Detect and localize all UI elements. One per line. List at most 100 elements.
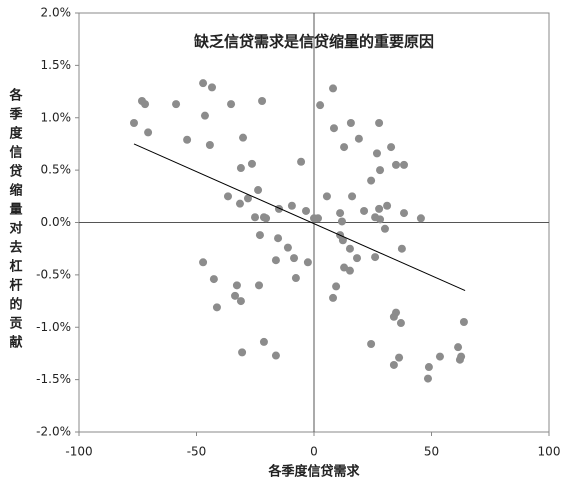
point	[258, 96, 267, 105]
point	[371, 253, 380, 262]
y-tick-label: -0.5%	[36, 267, 71, 281]
point	[287, 201, 296, 210]
point	[375, 204, 384, 213]
point	[372, 149, 381, 158]
point	[322, 192, 331, 201]
point	[367, 340, 376, 349]
point	[392, 308, 401, 317]
point	[313, 214, 322, 223]
point	[423, 374, 432, 383]
point	[274, 234, 283, 243]
point	[348, 192, 357, 201]
point	[329, 124, 338, 133]
point	[183, 135, 192, 144]
x-tick-label: 100	[538, 445, 561, 459]
point	[353, 254, 362, 263]
x-tick-label: 50	[424, 445, 439, 459]
point	[297, 157, 306, 166]
point	[238, 348, 247, 357]
point	[231, 291, 240, 300]
point	[397, 244, 406, 253]
point	[205, 140, 214, 149]
y-tick-label: 0.0%	[41, 215, 72, 229]
point	[290, 254, 299, 263]
point	[360, 206, 369, 215]
x-axis-title: 各季度信贷需求	[267, 464, 360, 480]
point	[129, 118, 138, 127]
point	[247, 159, 256, 168]
point	[345, 266, 354, 275]
point	[144, 128, 153, 137]
y-axis-title: 各季度信贷缩量对去杠杆的贡献	[7, 87, 24, 354]
y-tick-label: 1.0%	[41, 110, 72, 124]
point	[338, 236, 347, 245]
point	[389, 360, 398, 369]
x-tick-label: 0	[310, 445, 318, 459]
point	[387, 143, 396, 152]
point	[302, 206, 311, 215]
y-tick-label: 1.5%	[41, 58, 72, 72]
point	[199, 79, 208, 88]
point	[141, 100, 150, 109]
point	[283, 243, 292, 252]
point	[329, 293, 338, 302]
point	[396, 319, 405, 328]
x-tick-label: -100	[65, 445, 92, 459]
point	[212, 303, 221, 312]
point	[316, 101, 325, 110]
point	[424, 363, 433, 372]
point	[435, 352, 444, 361]
point	[303, 258, 312, 267]
point	[329, 84, 338, 93]
point	[380, 224, 389, 233]
point	[259, 337, 268, 346]
point	[235, 199, 244, 208]
point	[208, 83, 217, 92]
point	[346, 118, 355, 127]
point	[376, 166, 385, 175]
point	[455, 355, 464, 364]
point	[383, 201, 392, 210]
point	[400, 209, 409, 218]
point	[251, 213, 260, 222]
point	[354, 134, 363, 143]
point	[232, 281, 241, 290]
y-tick-label: -1.5%	[36, 372, 71, 386]
point	[200, 111, 209, 120]
y-tick-label: -2.0%	[36, 425, 71, 439]
point	[392, 160, 401, 169]
point	[340, 143, 349, 152]
point	[243, 194, 252, 203]
point	[416, 214, 425, 223]
point	[255, 231, 264, 240]
x-tick-label: -50	[187, 445, 207, 459]
point	[400, 160, 409, 169]
point	[236, 297, 245, 306]
point	[271, 351, 280, 360]
point	[454, 343, 463, 352]
point	[227, 100, 236, 109]
y-tick-label: 0.5%	[41, 163, 72, 177]
trend-line	[133, 143, 466, 292]
point	[376, 215, 385, 224]
point	[271, 256, 280, 265]
point	[172, 100, 181, 109]
point	[223, 192, 232, 201]
point	[337, 217, 346, 226]
point	[332, 282, 341, 291]
point	[239, 133, 248, 142]
point	[209, 275, 218, 284]
point	[199, 258, 208, 267]
y-tick-label: -1.0%	[36, 320, 71, 334]
point	[340, 263, 349, 272]
y-tick-label: 2.0%	[41, 6, 72, 20]
point	[255, 281, 264, 290]
point	[375, 118, 384, 127]
point	[395, 353, 404, 362]
point	[459, 318, 468, 327]
point	[236, 164, 245, 173]
point	[336, 209, 345, 218]
point	[291, 274, 300, 283]
point	[254, 186, 263, 195]
